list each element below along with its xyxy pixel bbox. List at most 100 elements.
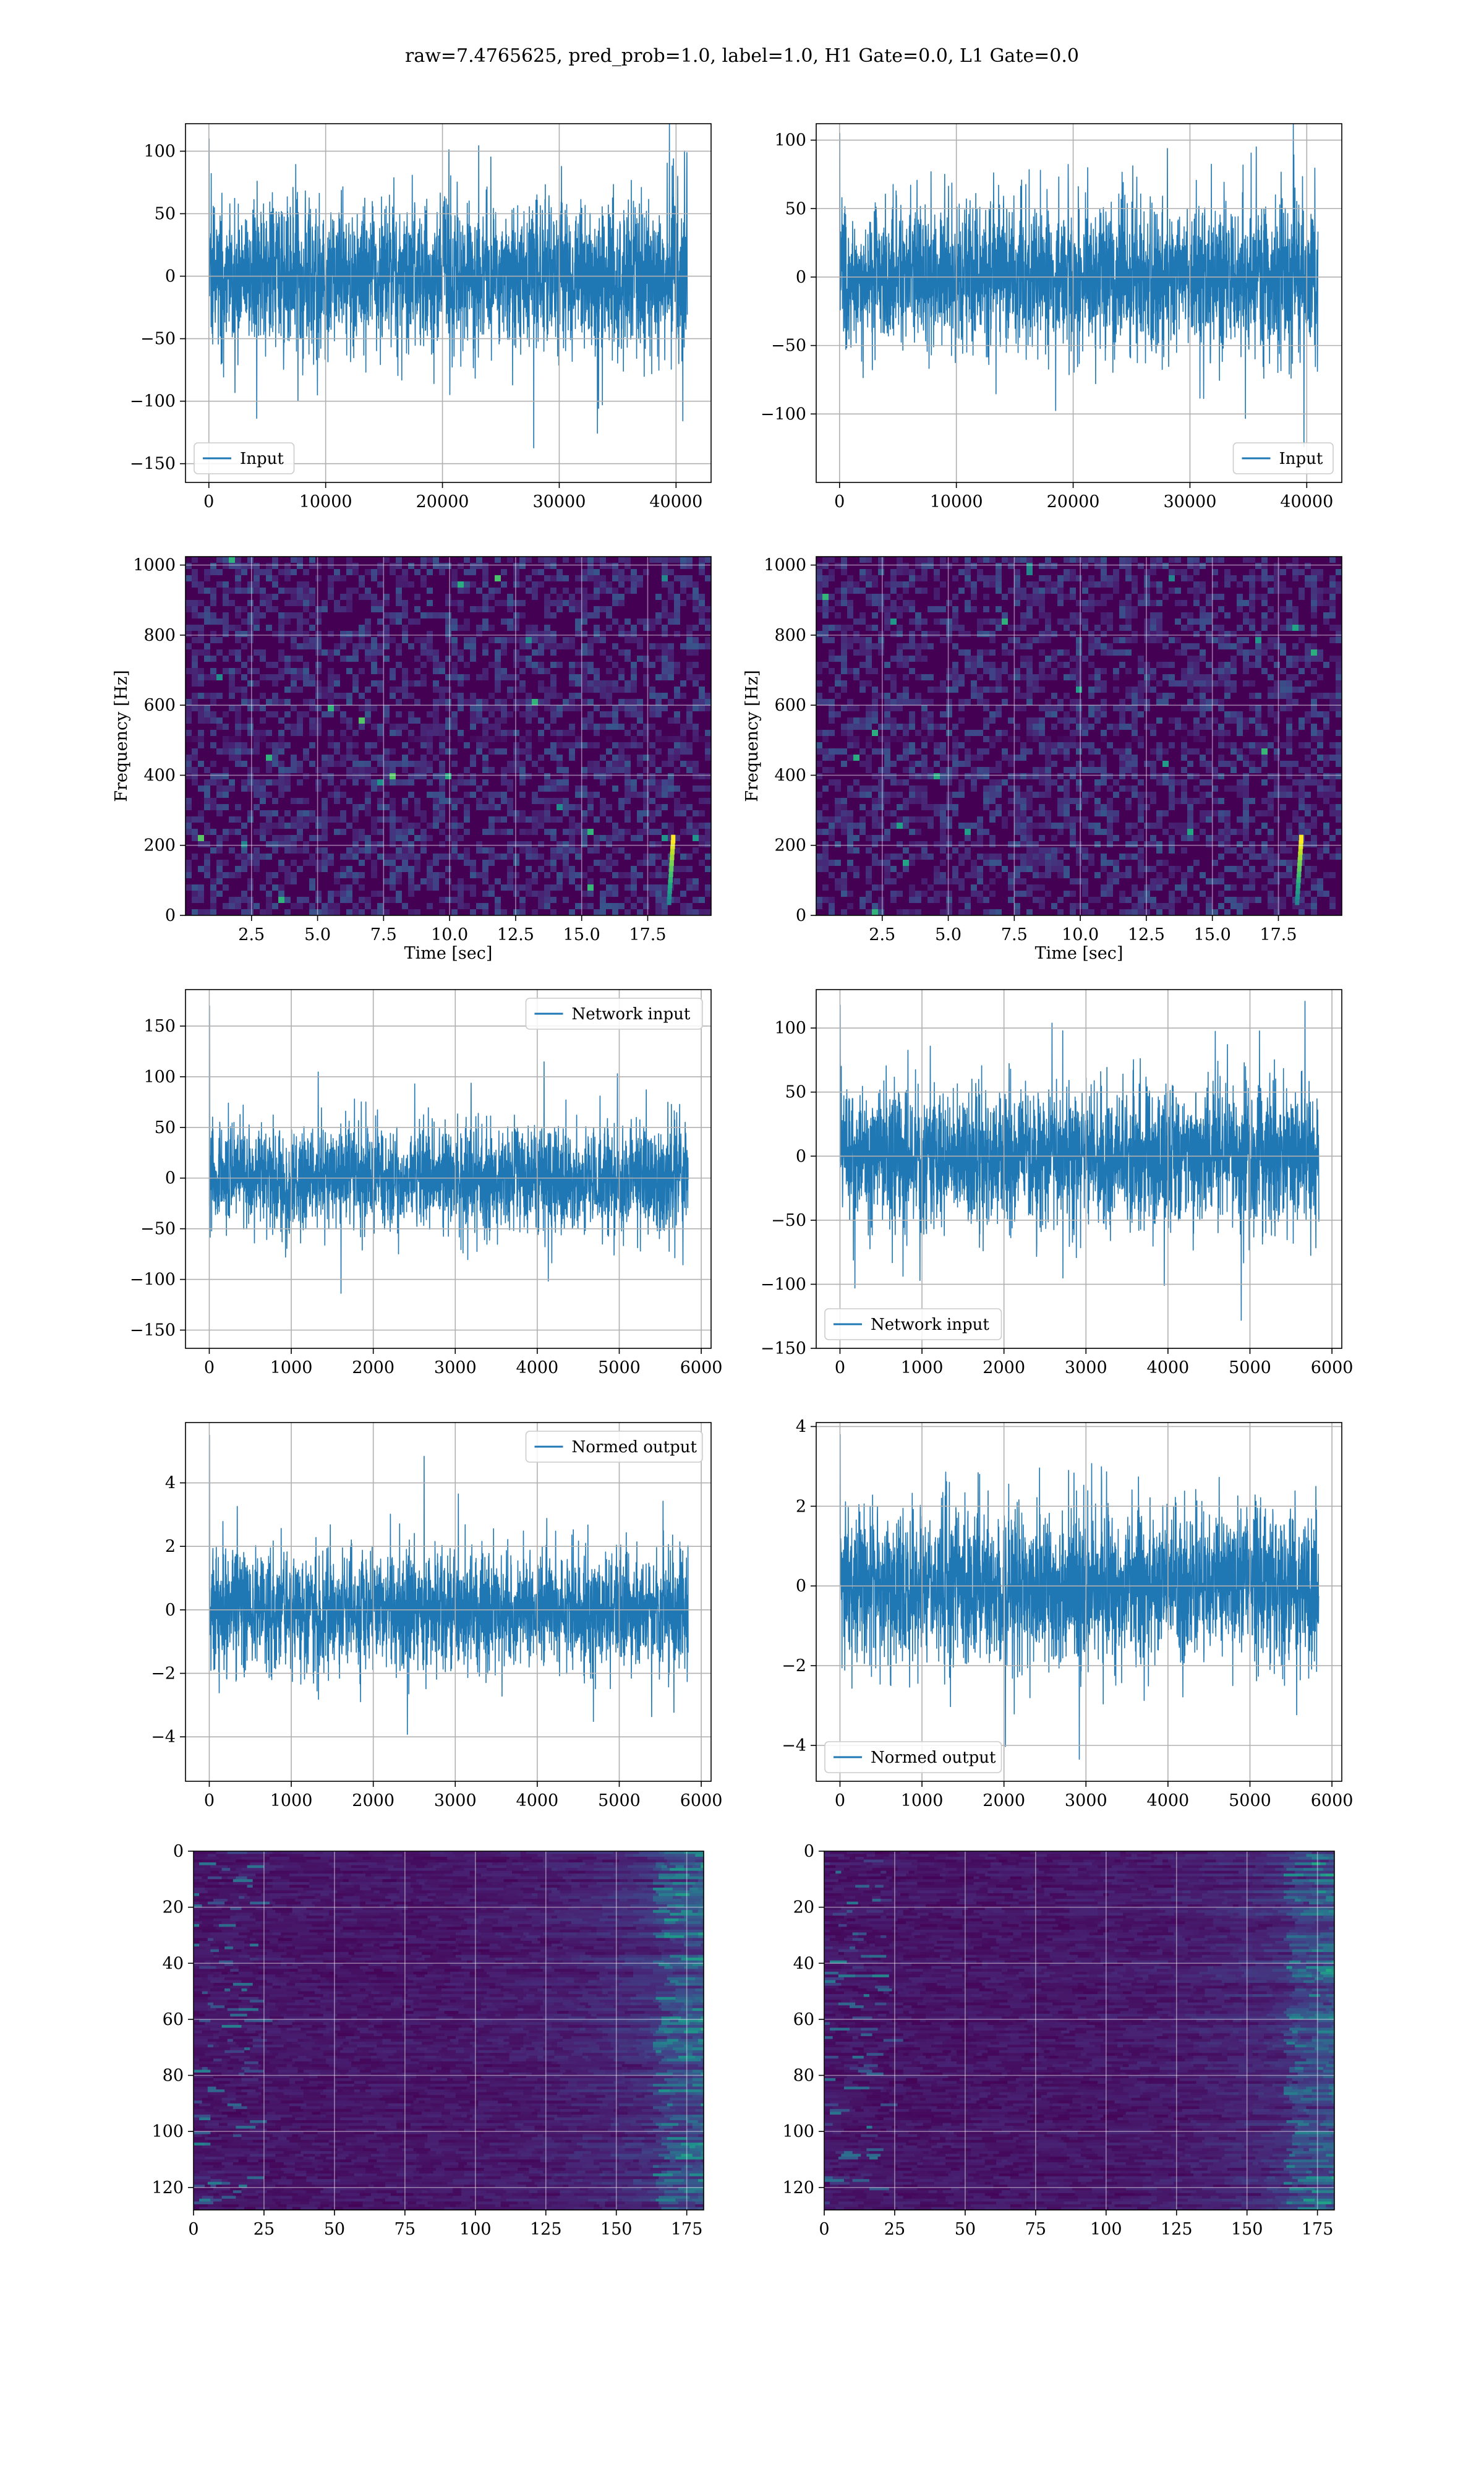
spectrogram-cell	[352, 767, 359, 773]
spectrogram-cell	[655, 829, 662, 835]
spectrogram-cell	[1218, 637, 1224, 643]
spectrogram-cell	[1280, 872, 1286, 878]
spectrogram-cell	[538, 557, 544, 563]
spectrogram-cell	[544, 612, 550, 618]
spectrogram-cell	[1008, 557, 1014, 563]
spectrogram-cell	[1261, 755, 1268, 761]
spectrogram-cell	[482, 872, 488, 878]
spectrogram-cell	[1045, 872, 1051, 878]
spectrogram-cell	[315, 687, 322, 693]
spectrogram-cell	[1181, 674, 1187, 680]
spectrogram-cell	[1033, 618, 1039, 625]
spectrogram-cell	[1286, 792, 1292, 798]
spectrogram-cell	[587, 699, 594, 705]
spectrogram-cell	[680, 680, 686, 687]
chirp-mark	[667, 896, 672, 905]
spectrogram-cell	[847, 835, 853, 841]
spectrogram-cell	[439, 872, 445, 878]
spectrogram-cell	[1169, 823, 1175, 829]
spectrogram-cell	[390, 748, 396, 755]
spectrogram-cell	[507, 785, 513, 792]
spectrogram-cell	[297, 724, 303, 730]
spectrogram-cell	[371, 594, 377, 600]
spectrogram-cell	[606, 736, 612, 742]
spectrogram-cell	[1014, 588, 1020, 594]
spectrogram-cell	[470, 699, 476, 705]
spectrogram-cell	[1156, 600, 1162, 606]
spectrogram-cell	[680, 804, 686, 810]
spectrogram-cell	[1181, 742, 1187, 748]
spectrogram-cell	[272, 810, 278, 816]
spectrogram-cell	[1243, 612, 1249, 618]
spectrogram-cell	[204, 909, 210, 915]
spectrogram-cell	[439, 693, 445, 699]
spectrogram-cell	[1088, 909, 1094, 915]
spectrogram-cell	[1230, 687, 1237, 693]
spectrogram-cell	[1280, 897, 1286, 903]
spectrogram-cell	[340, 854, 346, 860]
spectrogram-cell	[550, 742, 556, 748]
spectrogram-cell	[1268, 705, 1274, 711]
spectrogram-cell	[427, 730, 433, 736]
spectrogram-cell	[359, 705, 365, 711]
spectrogram-cell	[464, 779, 470, 785]
spectrogram-cell	[1020, 612, 1026, 618]
spectrogram-cell	[272, 872, 278, 878]
spectrogram-cell	[668, 649, 674, 656]
spectrogram-cell	[1230, 866, 1237, 872]
spectrogram-cell	[488, 588, 495, 594]
spectrogram-cell	[390, 618, 396, 625]
spectrogram-cell	[186, 866, 192, 872]
spectrogram-cell	[1144, 705, 1150, 711]
spectrogram-cell	[1101, 854, 1107, 860]
spectrogram-cell	[427, 631, 433, 637]
spectrogram-cell	[556, 804, 563, 810]
spectrogram-cell	[958, 909, 965, 915]
spectrogram-cell	[1045, 736, 1051, 742]
spectrogram-cell	[1150, 557, 1156, 563]
spectrogram-cell	[816, 810, 822, 816]
spectrogram-cell	[1045, 761, 1051, 767]
spectrogram-cell	[1292, 730, 1298, 736]
spectrogram-cell	[315, 662, 322, 668]
spectrogram-cell	[544, 687, 550, 693]
spectrogram-cell	[532, 761, 538, 767]
spectrogram-cell	[470, 711, 476, 717]
spectrogram-cell	[1249, 705, 1255, 711]
spectrogram-cell	[625, 792, 631, 798]
spectrogram-cell	[1051, 563, 1057, 569]
spectrogram-cell	[359, 835, 365, 841]
spectrogram-cell	[859, 687, 866, 693]
spectrogram-cell	[897, 854, 903, 860]
spectrogram-cell	[878, 779, 884, 785]
spectrogram-cell	[1088, 767, 1094, 773]
spectrogram-cell	[439, 810, 445, 816]
spectrogram-cell	[210, 569, 216, 575]
spectrogram-cell	[1014, 909, 1020, 915]
spectrogram-cell	[476, 711, 482, 717]
spectrogram-cell	[383, 625, 390, 631]
spectrogram-cell	[1113, 860, 1119, 866]
spectrogram-cell	[1224, 742, 1230, 748]
spectrogram-cell	[544, 891, 550, 897]
spectrogram-cell	[1169, 637, 1175, 643]
spectrogram-cell	[1311, 841, 1317, 847]
spectrogram-cell	[890, 600, 897, 606]
spectrogram-cell	[451, 724, 458, 730]
spectrogram-cell	[538, 810, 544, 816]
spectrogram-cell	[1150, 600, 1156, 606]
spectrogram-cell	[433, 823, 439, 829]
spectrogram-cell	[563, 860, 569, 866]
spectrogram-cell	[872, 705, 878, 711]
spectrogram-cell	[958, 649, 965, 656]
spectrogram-cell	[247, 600, 254, 606]
spectrogram-cell	[1193, 618, 1200, 625]
spectrogram-cell	[495, 705, 501, 711]
spectrogram-cell	[1094, 810, 1101, 816]
spectrogram-cell	[352, 872, 359, 878]
spectrogram-cell	[1181, 792, 1187, 798]
spectrogram-cell	[1243, 804, 1249, 810]
spectrogram-cell	[897, 736, 903, 742]
spectrogram-cell	[1026, 717, 1033, 724]
